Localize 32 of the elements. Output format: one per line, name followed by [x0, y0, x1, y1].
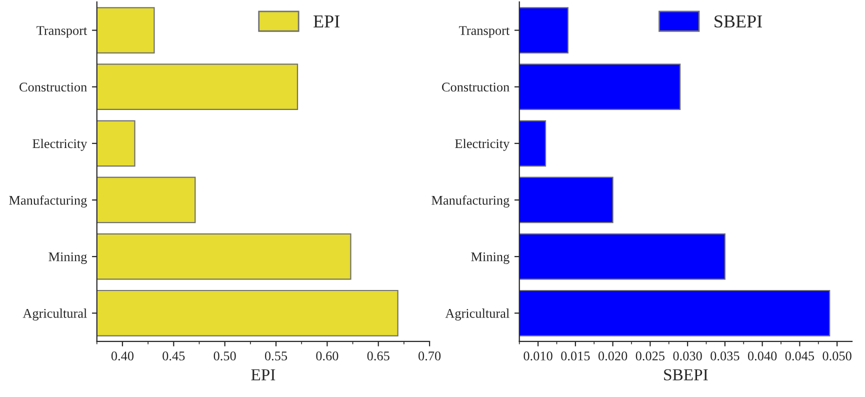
- x-tick-label: 0.010: [524, 352, 552, 360]
- y-tick-label: Transport: [459, 26, 510, 38]
- y-tick-label: Electricity: [32, 138, 88, 151]
- y-tick-label: Manufacturing: [432, 195, 510, 208]
- x-tick-label: 0.030: [673, 352, 702, 360]
- x-tick-label: 0.55: [264, 352, 288, 360]
- x-tick-label: 0.015: [561, 352, 590, 360]
- x-tick-label: 0.020: [598, 352, 628, 360]
- y-tick-label: Agricultural: [22, 308, 87, 321]
- y-tick-label: Transport: [36, 26, 88, 38]
- x-tick-label: 0.65: [367, 352, 390, 360]
- legend-label: SBEPI: [714, 15, 762, 28]
- y-tick-label: Construction: [442, 82, 510, 92]
- y-tick-label: Mining: [471, 252, 510, 264]
- x-tick-label: 0.025: [636, 352, 665, 360]
- legend-label: EPI: [314, 16, 340, 28]
- y-tick-label: Construction: [20, 82, 87, 92]
- x-tick-label: 0.60: [316, 352, 338, 360]
- x-axis-title: EPI: [251, 369, 276, 380]
- y-tick-label: Manufacturing: [9, 195, 87, 208]
- y-tick-label: Electricity: [455, 138, 510, 151]
- y-tick-label: Mining: [48, 252, 87, 264]
- x-tick-label: 0.045: [785, 352, 814, 360]
- x-tick-label: 0.40: [111, 352, 134, 360]
- x-axis-title: SBEPI: [664, 369, 708, 380]
- x-tick-label: 0.050: [822, 352, 852, 360]
- x-tick-label: 0.50: [214, 352, 236, 360]
- y-tick-label: Agricultural: [445, 308, 510, 321]
- x-tick-label: 0.70: [418, 352, 441, 360]
- x-tick-label: 0.035: [710, 352, 740, 360]
- x-tick-label: 0.040: [748, 352, 777, 360]
- x-tick-label: 0.45: [162, 352, 185, 360]
